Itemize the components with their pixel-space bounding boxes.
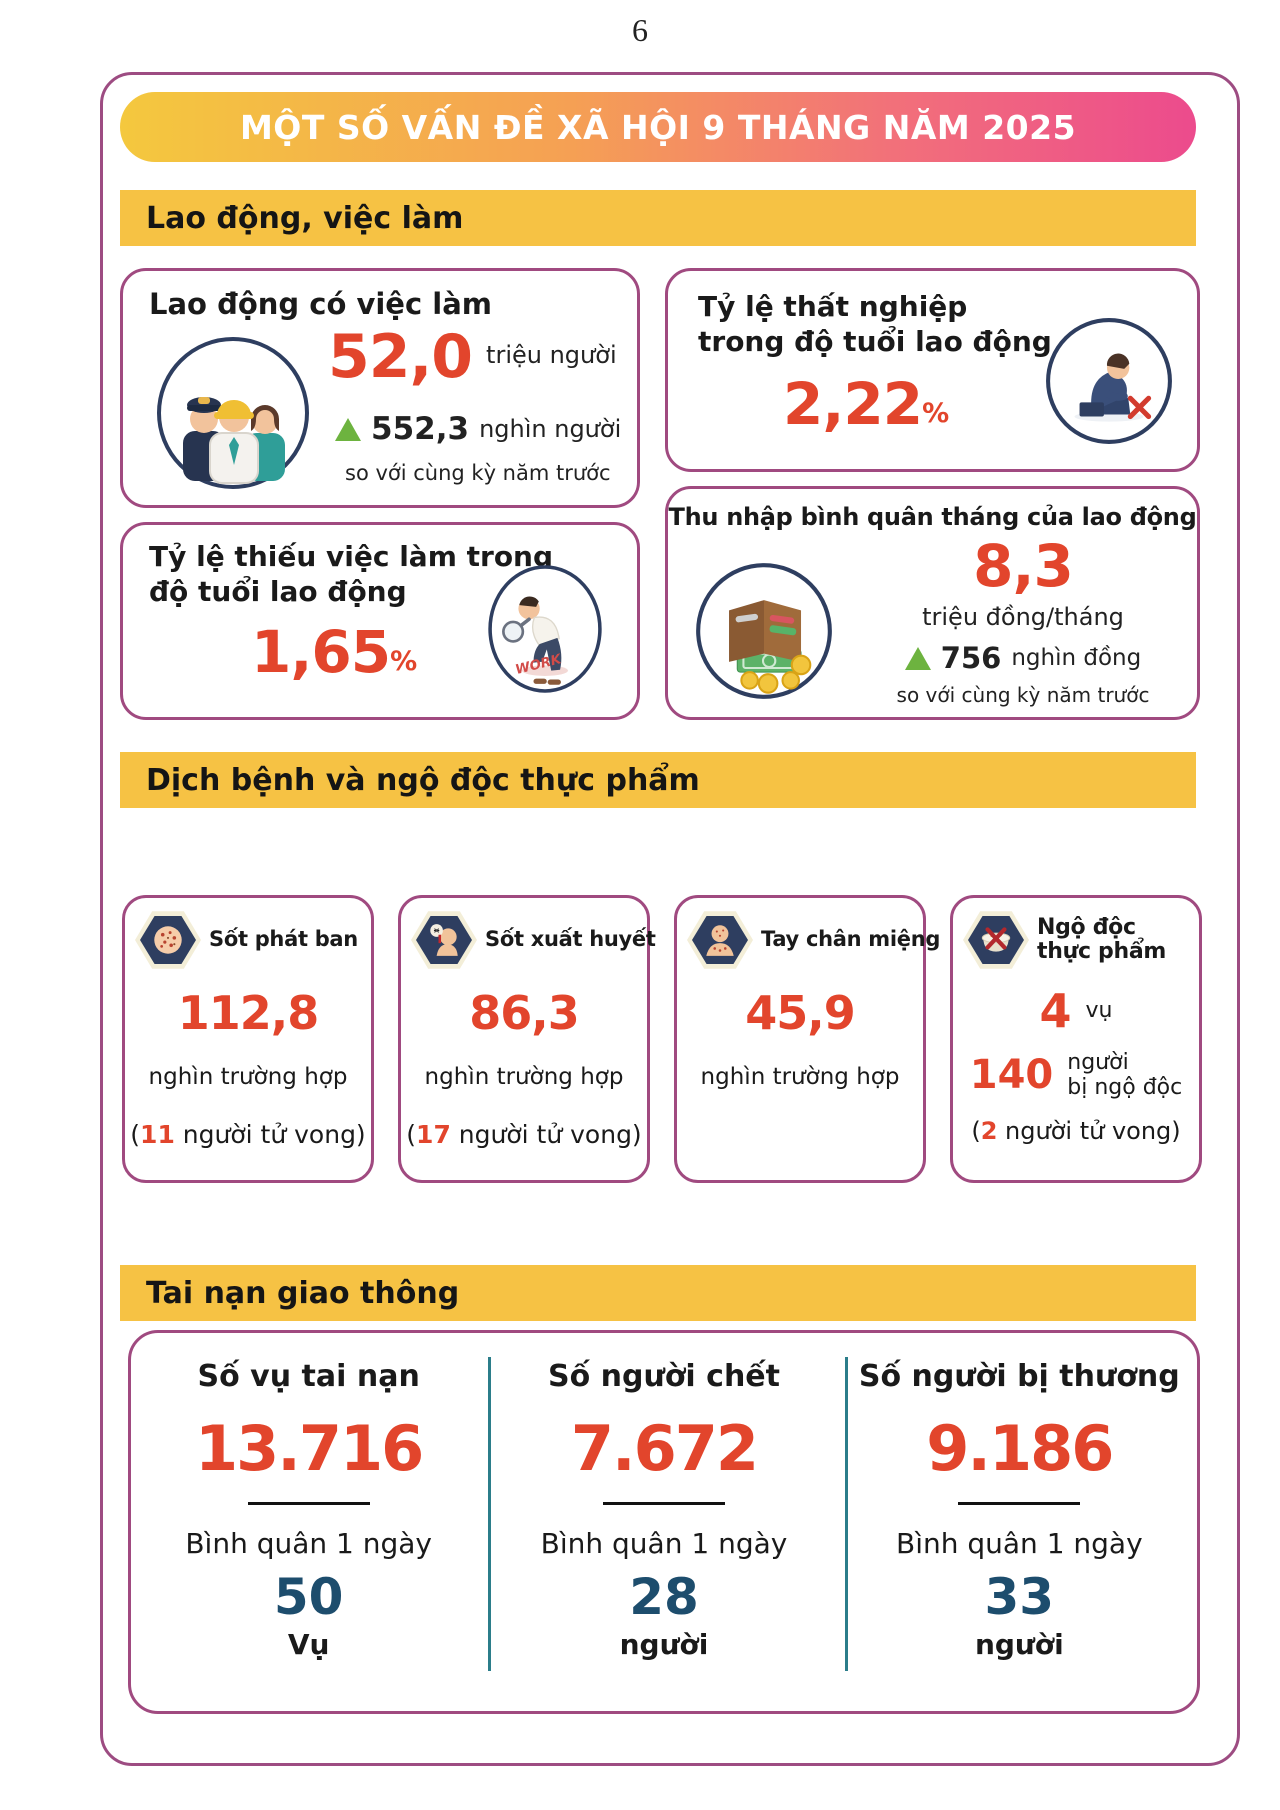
job-search-icon: WORK — [483, 561, 607, 701]
income-note: so với cùng kỳ năm trước — [896, 683, 1150, 707]
dengue-fever-deaths: (17 người tử vong) — [406, 1120, 642, 1149]
food-poisoning-cases-unit: vụ — [1085, 998, 1113, 1024]
card-unemployment-rate: Tỷ lệ thất nghiệp trong độ tuổi lao động… — [665, 268, 1200, 472]
accidents-value: 13.716 — [195, 1412, 424, 1485]
main-title-banner: MỘT SỐ VẤN ĐỀ XÃ HỘI 9 THÁNG NĂM 2025 — [120, 92, 1196, 162]
deaths-avg-label: Bình quân 1 ngày — [540, 1527, 788, 1560]
underline — [602, 1502, 725, 1505]
hand-foot-mouth-icon — [687, 910, 753, 970]
section-header-traffic: Tai nạn giao thông — [120, 1265, 1196, 1321]
dengue-fever-unit: nghìn trường hợp — [424, 1064, 624, 1090]
unemployment-title-line1: Tỷ lệ thất nghiệp — [698, 290, 968, 323]
rash-fever-unit: nghìn trường hợp — [148, 1064, 348, 1090]
employed-title: Lao động có việc làm — [149, 287, 492, 321]
section-header-disease: Dịch bệnh và ngộ độc thực phẩm — [120, 752, 1196, 808]
injured-avg-value: 33 — [984, 1568, 1055, 1626]
page-border — [100, 72, 1240, 1766]
income-title: Thu nhập bình quân tháng của lao động — [668, 503, 1197, 531]
card-traffic-accidents: Số vụ tai nạn 13.716 Bình quân 1 ngày 50… — [128, 1330, 1200, 1714]
deaths-value: 7.672 — [570, 1412, 759, 1485]
injured-avg-unit: người — [974, 1628, 1064, 1661]
food-poisoning-cases-value: 4 — [1039, 984, 1072, 1038]
section-title-traffic: Tai nạn giao thông — [146, 1275, 460, 1311]
underemployment-title-line2: độ tuổi lao động — [149, 575, 407, 608]
column-divider — [488, 1357, 491, 1671]
deaths-title: Số người chết — [547, 1359, 780, 1394]
card-hand-foot-mouth: Tay chân miệng 45,9 nghìn trường hợp — [674, 895, 940, 1183]
deaths-avg-unit: người — [619, 1628, 709, 1661]
unemployment-unit: % — [922, 398, 950, 429]
page-number: 6 — [632, 12, 648, 48]
accidents-avg-unit: Vụ — [287, 1628, 330, 1661]
underline — [247, 1502, 370, 1505]
card-food-poisoning: Ngộ độc thực phẩm 4 vụ 140 người bị ngộ … — [950, 895, 1202, 1183]
traffic-col-injured: Số người bị thương 9.186 Bình quân 1 ngà… — [842, 1333, 1197, 1711]
hand-foot-mouth-title: Tay chân miệng — [761, 927, 941, 952]
section-title-labor: Lao động, việc làm — [146, 200, 464, 236]
employed-note: so với cùng kỳ năm trước — [345, 461, 611, 485]
hand-foot-mouth-value: 45,9 — [745, 986, 856, 1040]
unemployed-person-icon — [1043, 315, 1175, 451]
increase-triangle-icon — [335, 417, 361, 441]
deaths-avg-value: 28 — [629, 1568, 699, 1626]
accidents-title: Số vụ tai nạn — [197, 1359, 420, 1394]
food-poisoning-poisoned-value: 140 — [969, 1052, 1054, 1099]
employed-value: 52,0 — [328, 322, 473, 392]
workers-icon — [153, 333, 313, 497]
traffic-col-deaths: Số người chết 7.672 Bình quân 1 ngày 28 … — [486, 1333, 841, 1711]
accidents-avg-value: 50 — [273, 1568, 344, 1626]
dengue-fever-icon — [411, 910, 477, 970]
injured-title: Số người bị thương — [858, 1359, 1180, 1394]
income-change-unit: nghìn đồng — [1011, 645, 1142, 671]
section-title-disease: Dịch bệnh và ngộ độc thực phẩm — [146, 762, 700, 798]
food-poisoning-deaths: (2 người tử vong) — [971, 1116, 1181, 1145]
dengue-fever-value: 86,3 — [469, 986, 580, 1040]
main-title: MỘT SỐ VẤN ĐỀ XÃ HỘI 9 THÁNG NĂM 2025 — [239, 107, 1077, 147]
underemployment-title-line1: Tỷ lệ thiếu việc làm trong — [149, 540, 554, 573]
unemployment-value: 2,22 — [783, 370, 923, 438]
card-dengue-fever: Sốt xuất huyết 86,3 nghìn trường hợp (17… — [398, 895, 656, 1183]
employed-change-unit: nghìn người — [479, 415, 622, 443]
food-poisoning-icon — [963, 910, 1029, 970]
underemployment-unit: % — [390, 646, 418, 677]
underemployment-value: 1,65 — [251, 618, 391, 686]
section-header-labor: Lao động, việc làm — [120, 190, 1196, 246]
rash-fever-value: 112,8 — [177, 986, 320, 1040]
rash-fever-deaths: (11 người tử vong) — [130, 1120, 366, 1149]
income-unit: triệu đồng/tháng — [922, 603, 1124, 631]
food-poisoning-title: Ngộ độc thực phẩm — [1037, 914, 1167, 964]
income-value: 8,3 — [973, 532, 1074, 600]
card-rash-fever: Sốt phát ban 112,8 nghìn trường hợp (11 … — [122, 895, 374, 1183]
rash-fever-title: Sốt phát ban — [209, 927, 358, 952]
traffic-col-accidents: Số vụ tai nạn 13.716 Bình quân 1 ngày 50… — [131, 1333, 486, 1711]
increase-triangle-icon — [904, 646, 931, 670]
card-average-income: Thu nhập bình quân tháng của lao động 8,… — [665, 486, 1200, 720]
employed-unit: triệu người — [486, 341, 617, 369]
employed-change-value: 552,3 — [371, 411, 470, 447]
food-poisoning-poisoned-unit: người bị ngộ độc — [1067, 1050, 1183, 1101]
wallet-icon — [692, 559, 836, 707]
card-underemployment-rate: Tỷ lệ thiếu việc làm trong độ tuổi lao đ… — [120, 522, 640, 720]
injured-avg-label: Bình quân 1 ngày — [895, 1527, 1143, 1560]
rash-fever-icon — [135, 910, 201, 970]
dengue-fever-title: Sốt xuất huyết — [485, 927, 656, 952]
underline — [958, 1502, 1081, 1505]
column-divider — [845, 1357, 848, 1671]
injured-value: 9.186 — [926, 1412, 1114, 1485]
unemployment-title-line2: trong độ tuổi lao động — [698, 325, 1052, 358]
card-employed-workers: Lao động có việc làm — [120, 268, 640, 508]
income-change-value: 756 — [940, 641, 1002, 675]
hand-foot-mouth-unit: nghìn trường hợp — [700, 1064, 900, 1090]
accidents-avg-label: Bình quân 1 ngày — [185, 1527, 432, 1560]
